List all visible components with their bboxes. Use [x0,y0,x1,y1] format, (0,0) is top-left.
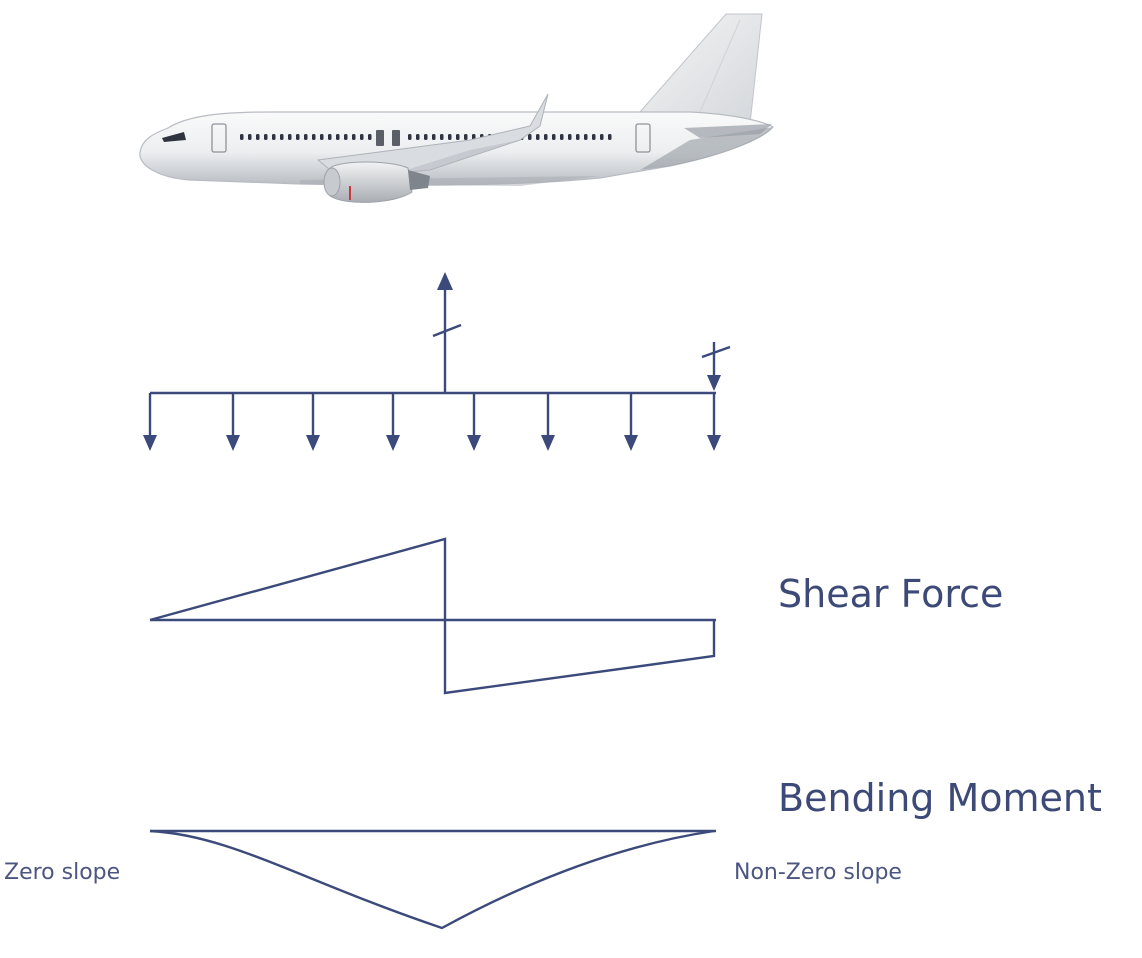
distributed-load-arrow [624,393,638,451]
distributed-load-arrow [306,393,320,451]
distributed-load-arrow [467,393,481,451]
lift-force-tick [432,323,462,338]
bending-moment-label: Bending Moment [778,776,1102,820]
distributed-load-arrows [143,393,721,451]
zero-slope-label: Zero slope [4,860,121,885]
shear-force-diagram [149,537,716,695]
shear-force-label: Shear Force [778,572,1004,616]
distributed-load-arrow [541,393,555,451]
airplane-icon [139,13,774,203]
distributed-load-arrow [386,393,400,451]
distributed-load-arrow [226,393,240,451]
tip-load-tick [701,345,731,359]
distributed-load-arrow [143,393,157,451]
bending-moment-diagram [149,829,716,930]
shear-curve [149,537,716,695]
moment-curve [149,829,715,930]
load-diagram [143,272,731,451]
distributed-load-arrow [707,393,721,451]
nonzero-slope-label: Non-Zero slope [734,860,902,885]
